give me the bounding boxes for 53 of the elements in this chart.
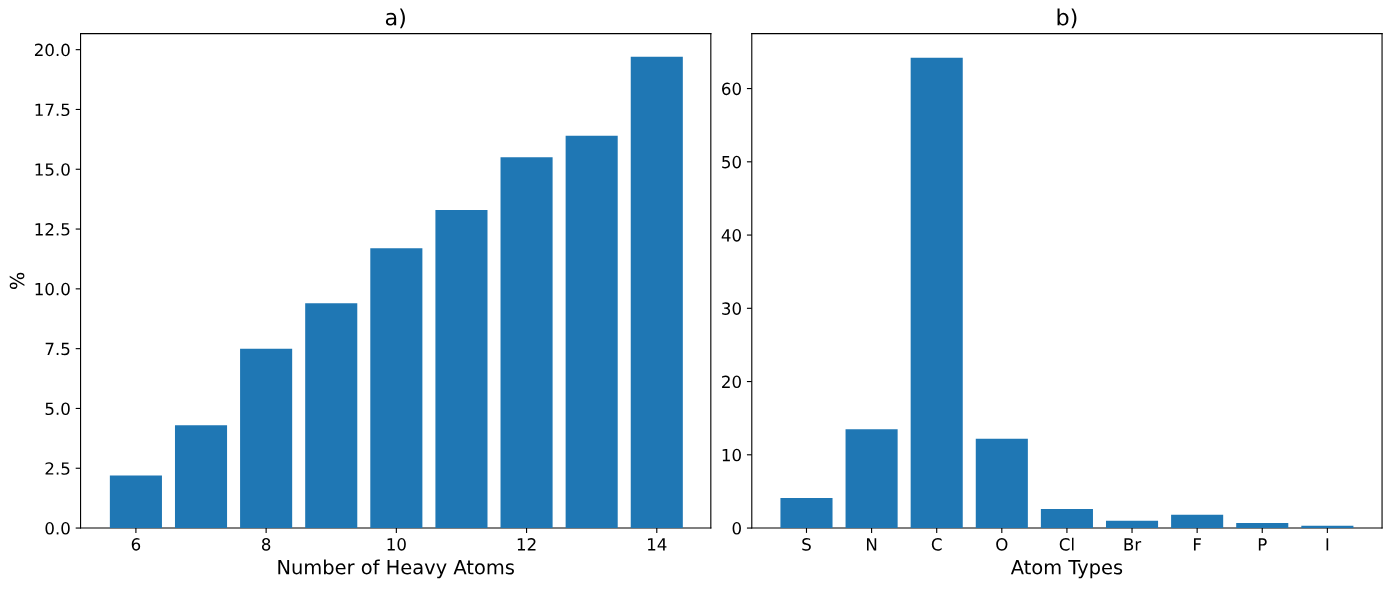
- y-tick-label: 10.0: [35, 282, 70, 296]
- x-tick-label: 6: [131, 538, 141, 551]
- bar: [630, 56, 683, 529]
- y-tick-label: 30: [722, 302, 741, 315]
- y-tick-label: 40: [721, 229, 741, 242]
- y-tick-label: 20: [722, 375, 741, 389]
- x-tick-label: N: [867, 538, 877, 551]
- y-tick-label: 17.5: [35, 103, 70, 117]
- x-tick-label: Cl: [1059, 537, 1074, 551]
- chart-title: a): [385, 8, 405, 29]
- chart-title: b): [1057, 8, 1077, 29]
- x-axis-title: Number of Heavy Atoms: [278, 559, 514, 579]
- bar: [500, 157, 553, 529]
- y-tick-label: 60: [722, 82, 741, 96]
- x-tick-label: C: [931, 538, 942, 551]
- y-tick-label: 5.0: [45, 402, 70, 416]
- x-tick-label: 14: [648, 538, 667, 551]
- y-tick-label: 20.0: [34, 43, 70, 57]
- bar: [1301, 525, 1354, 529]
- bar: [975, 438, 1028, 529]
- bar: [1105, 520, 1159, 529]
- x-axis-title: Atom Types: [1010, 560, 1123, 579]
- bar: [370, 248, 423, 529]
- y-tick-label: 50: [722, 155, 741, 169]
- bar: [910, 57, 963, 529]
- bar: [780, 498, 833, 529]
- x-tick-label: O: [996, 538, 1008, 551]
- x-tick-label: 10: [387, 538, 406, 551]
- x-tick-label: 8: [261, 538, 271, 551]
- bar: [305, 303, 358, 529]
- y-tick-label: 0.0: [45, 522, 70, 535]
- bar: [845, 429, 898, 529]
- bar: [1040, 509, 1093, 529]
- bar: [174, 425, 228, 529]
- bar: [1236, 522, 1289, 529]
- y-tick-label: 12.5: [35, 223, 70, 236]
- x-tick-label: F: [1193, 538, 1201, 551]
- x-tick-label: Br: [1124, 538, 1142, 551]
- y-tick-label: 15.0: [35, 163, 70, 176]
- y-tick-label: 10: [722, 448, 741, 462]
- y-tick-label: 0: [732, 522, 741, 535]
- y-tick-label: 2.5: [45, 462, 70, 475]
- y-tick-label: 7.5: [45, 342, 70, 356]
- bar: [109, 475, 162, 529]
- bar: [1171, 514, 1224, 529]
- x-tick-label: P: [1258, 538, 1267, 551]
- bar: [565, 135, 618, 529]
- y-axis-title: %: [9, 272, 25, 290]
- x-tick-label: I: [1326, 538, 1329, 551]
- x-tick-label: S: [802, 538, 811, 551]
- x-tick-label: 12: [517, 538, 536, 551]
- bar: [435, 209, 488, 529]
- bar: [240, 348, 293, 529]
